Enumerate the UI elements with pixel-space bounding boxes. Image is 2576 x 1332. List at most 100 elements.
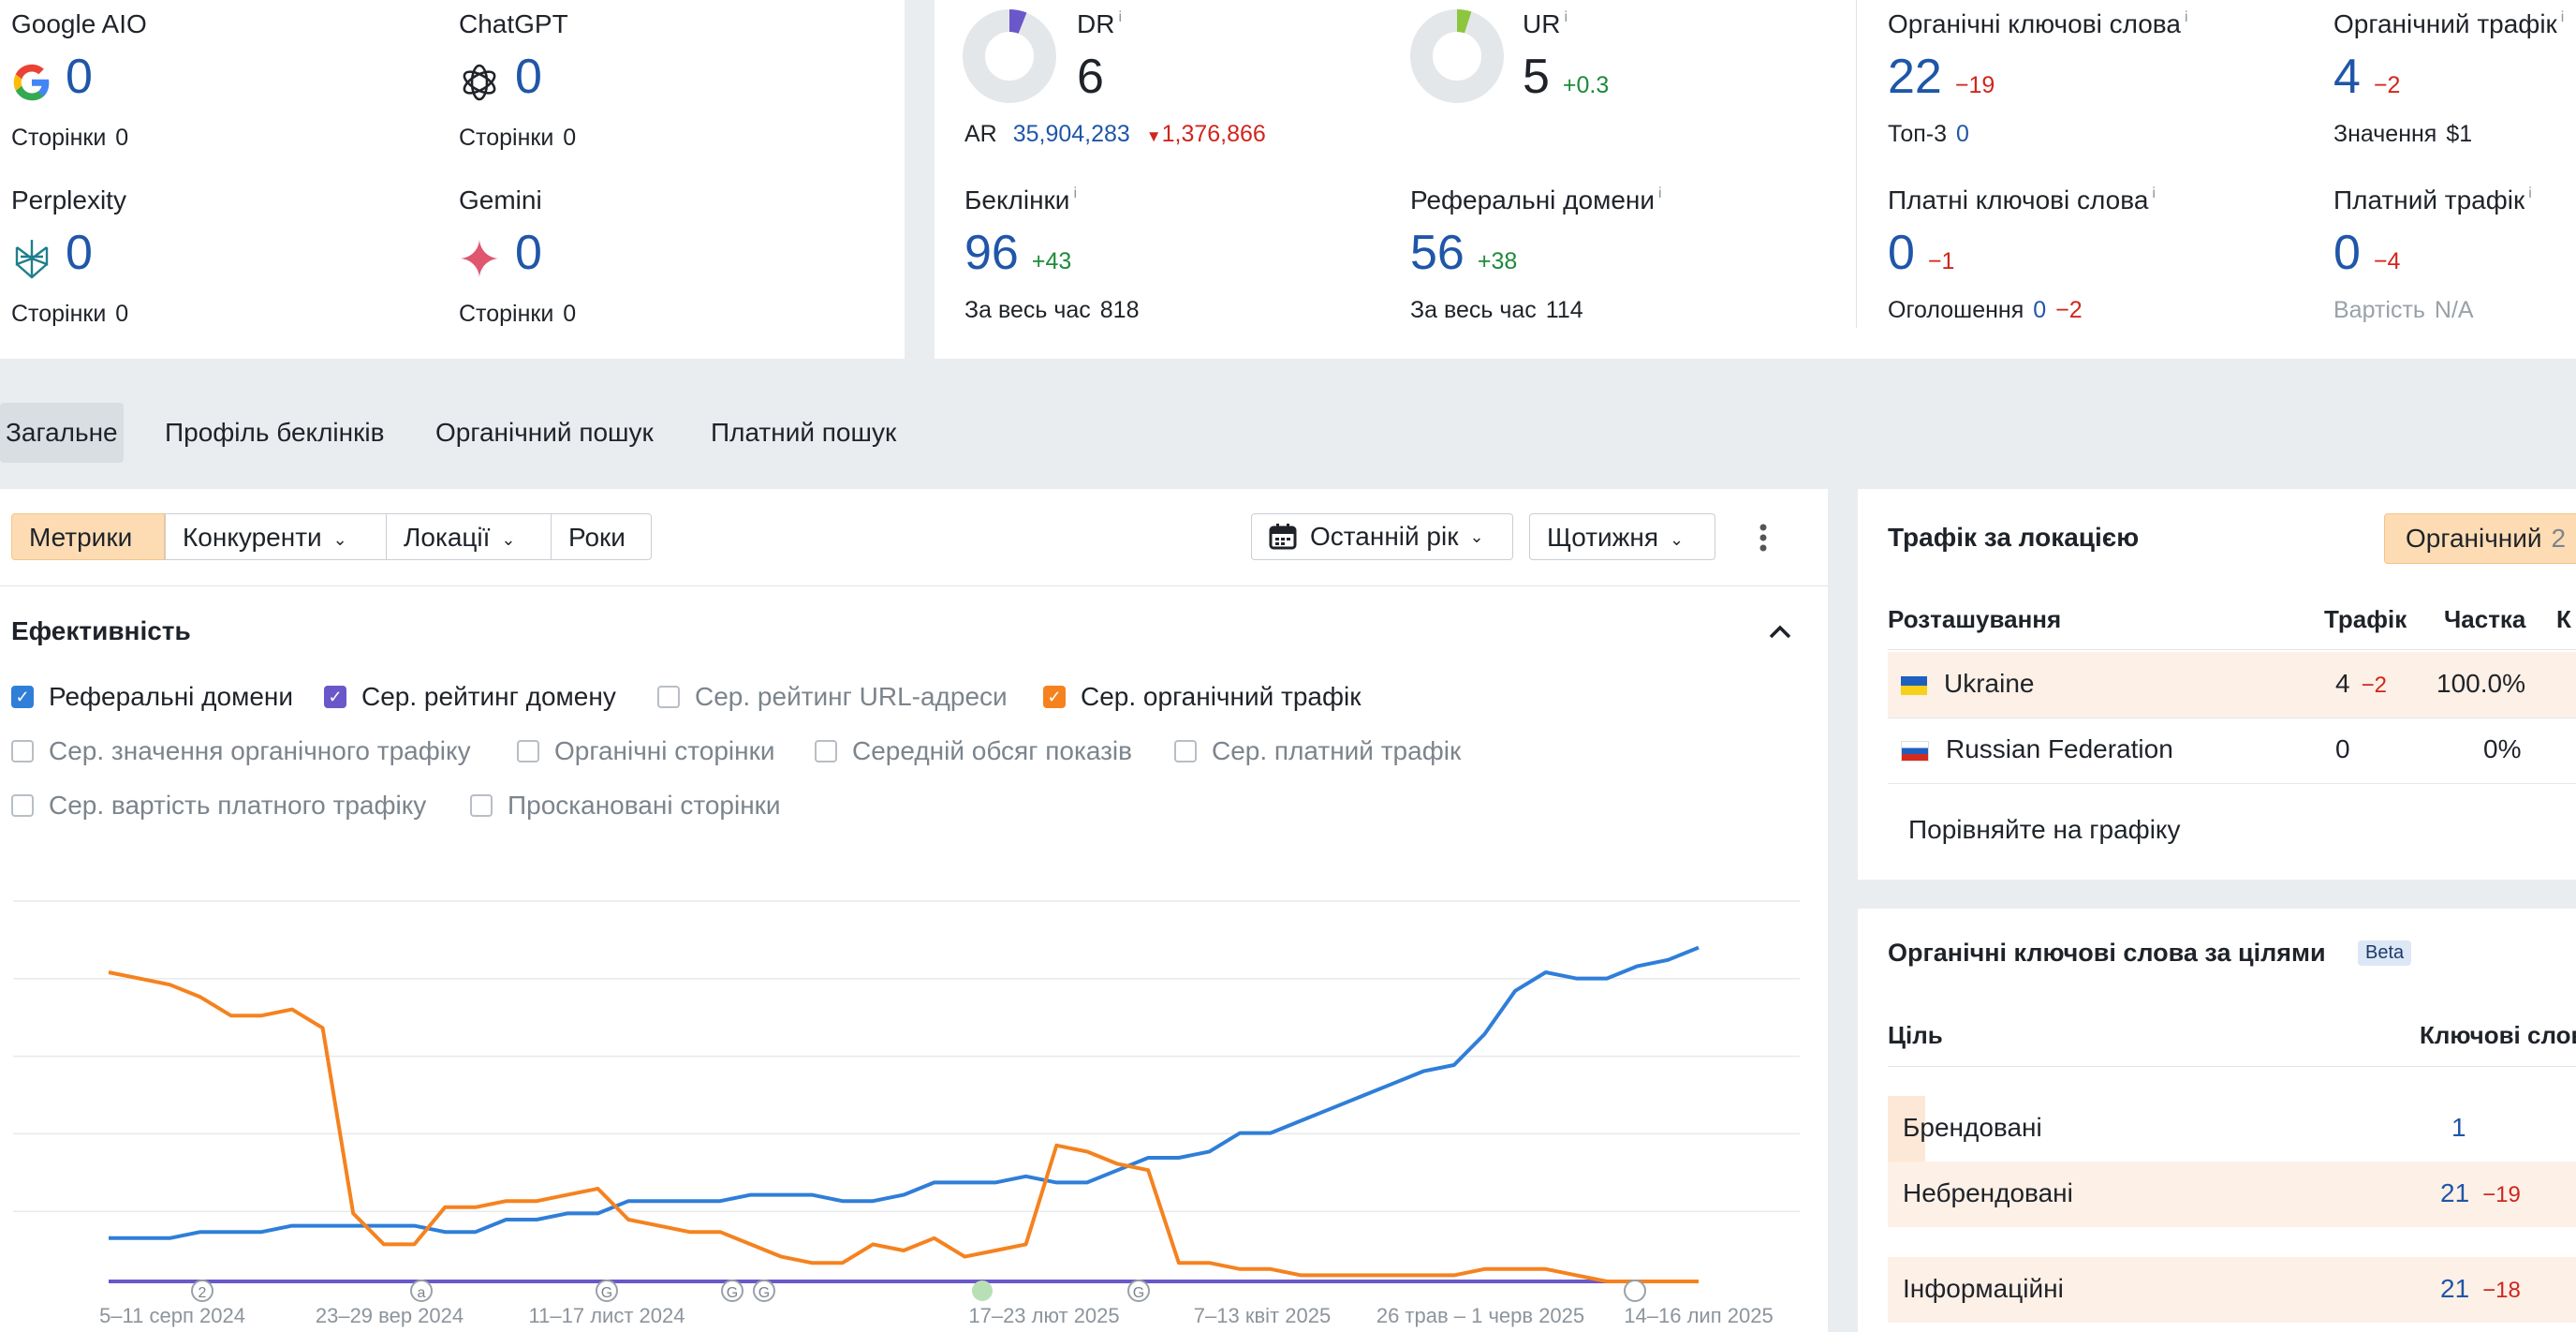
- segment-competitors[interactable]: Конкуренти ⌄: [165, 513, 387, 560]
- checkbox-avg-paid-traffic[interactable]: Сер. платний трафік: [1174, 736, 1461, 766]
- annotation-marker[interactable]: [721, 1280, 743, 1302]
- checkbox-empty-icon: [1174, 740, 1197, 762]
- segment-metrics[interactable]: Метрики: [11, 513, 165, 560]
- perplexity-icon: [11, 238, 52, 284]
- annotation-marker[interactable]: [972, 1280, 993, 1301]
- beta-badge: Beta: [2358, 940, 2412, 966]
- annotation-marker[interactable]: [596, 1280, 618, 1302]
- checkbox-organic-pages[interactable]: Органічні сторінки: [517, 736, 774, 766]
- ur-donut-chart: [1410, 9, 1504, 103]
- organic-keywords-value-row: 22 −19: [1888, 49, 1995, 105]
- tab-overview[interactable]: Загальне: [0, 403, 124, 463]
- dr-donut-chart: [963, 9, 1056, 103]
- dr-donut-arc: [963, 9, 1056, 103]
- paid-keywords-value-row: 0 −1: [1888, 225, 1954, 281]
- checkbox-empty-icon: [815, 740, 837, 762]
- annotation-marker[interactable]: [1624, 1280, 1646, 1302]
- dr-label: DR i: [1077, 9, 1123, 38]
- chatgpt-label: ChatGPT: [459, 9, 568, 38]
- top3-row: Топ-3 0: [1888, 121, 1969, 147]
- checkbox-avg-organic-value[interactable]: Сер. значення органічного трафіку: [11, 736, 471, 766]
- series-line-0[interactable]: [109, 945, 1700, 1240]
- organic-traffic-value[interactable]: 4: [2333, 50, 2361, 104]
- google-aio-pages: Сторінки 0: [11, 125, 129, 151]
- ai-visibility-panel: Google AIO 0 Сторінки 0 ChatGPT 0 Сторінк…: [0, 0, 905, 359]
- checkbox-avg-ur[interactable]: Сер. рейтинг URL-адреси: [657, 682, 1008, 712]
- annotation-label: G: [727, 1285, 738, 1301]
- paid-keywords-delta: −1: [1927, 248, 1955, 274]
- compare-on-chart-link[interactable]: Порівняйте на графіку: [1908, 815, 2181, 844]
- intent-value-cell[interactable]: 21 −19: [2440, 1178, 2521, 1207]
- paid-traffic-label: Платний трафік i: [2333, 185, 2532, 215]
- organic-filter-button[interactable]: Органічний 2: [2384, 513, 2576, 564]
- column-header-intent[interactable]: Ціль: [1888, 1021, 1943, 1049]
- checkbox-crawled-pages[interactable]: Проскановані сторінки: [470, 791, 781, 821]
- share-cell: 0%: [2483, 734, 2522, 763]
- intent-value[interactable]: 1: [2451, 1113, 2466, 1142]
- ref-domains-value[interactable]: 56: [1410, 226, 1465, 280]
- intent-value-cell[interactable]: 21 −18: [2440, 1274, 2521, 1303]
- annotation-marker[interactable]: [1127, 1280, 1150, 1302]
- column-header-share[interactable]: Частка: [2444, 605, 2526, 633]
- annotation-label: 2: [199, 1285, 207, 1301]
- x-tick-label: 23–29 вер 2024: [315, 1304, 464, 1327]
- column-header-k[interactable]: К: [2556, 605, 2571, 633]
- organic-keywords-value[interactable]: 22: [1888, 50, 1942, 104]
- country-cell[interactable]: Russian Federation: [1901, 734, 2173, 764]
- intent-row-non-branded[interactable]: [1888, 1162, 2576, 1227]
- checkbox-avg-impressions[interactable]: Середній обсяг показів: [815, 736, 1132, 766]
- table-row[interactable]: [1888, 652, 2576, 718]
- paid-traffic-value[interactable]: 0: [2333, 226, 2361, 280]
- paid-keywords-value[interactable]: 0: [1888, 226, 1915, 280]
- column-header-keywords[interactable]: Ключові слов: [2420, 1021, 2576, 1049]
- chatgpt-value[interactable]: 0: [515, 50, 542, 104]
- series-line-2[interactable]: [108, 970, 1699, 1283]
- checkbox-ref-domains[interactable]: ✓ Реферальні домени: [11, 682, 293, 712]
- annotation-label: G: [601, 1285, 612, 1301]
- gemini-label: Gemini: [459, 185, 542, 215]
- x-tick-label: 26 трав – 1 черв 2025: [1376, 1304, 1585, 1327]
- organic-keywords-delta: −19: [1954, 72, 1995, 98]
- chevron-up-icon[interactable]: [1766, 618, 1794, 651]
- tab-organic-search[interactable]: Органічний пошук: [435, 418, 654, 447]
- chevron-down-icon: ⌄: [332, 529, 347, 549]
- tab-paid-search[interactable]: Платний пошук: [711, 418, 897, 447]
- segment-years[interactable]: Роки: [551, 513, 652, 560]
- traffic-cell: 0: [2335, 734, 2350, 763]
- period-select[interactable]: Останній рік ⌄: [1251, 513, 1513, 560]
- ar-value[interactable]: 35,904,283: [1012, 121, 1130, 147]
- table-divider: [1888, 649, 2576, 650]
- gemini-value[interactable]: 0: [515, 226, 542, 280]
- ur-value[interactable]: 5: [1523, 50, 1550, 104]
- annotation-marker[interactable]: [753, 1280, 775, 1302]
- perplexity-value[interactable]: 0: [66, 226, 93, 280]
- performance-line-chart[interactable]: 2 a G G G G: [0, 881, 1828, 1302]
- intent-label: Небрендовані: [1903, 1178, 2073, 1207]
- intent-row-informational[interactable]: [1888, 1257, 2576, 1323]
- annotation-marker[interactable]: [191, 1280, 213, 1302]
- ukraine-flag-icon: [1901, 675, 1927, 695]
- country-cell[interactable]: Ukraine: [1901, 669, 2034, 699]
- intent-row-branded[interactable]: [1888, 1096, 2576, 1162]
- table-row[interactable]: [1888, 718, 2576, 784]
- backlinks-value[interactable]: 96: [964, 226, 1019, 280]
- paid-traffic-delta: −4: [2373, 248, 2401, 274]
- dr-value[interactable]: 6: [1077, 50, 1104, 104]
- more-options-icon[interactable]: [1749, 521, 1777, 555]
- perplexity-pages: Сторінки 0: [11, 301, 129, 327]
- paid-traffic-value-row: 0 −4: [2333, 225, 2400, 281]
- checkbox-avg-organic-traffic[interactable]: ✓ Сер. органічний трафік: [1043, 682, 1362, 712]
- google-aio-label: Google AIO: [11, 9, 147, 38]
- checkbox-avg-paid-cost[interactable]: Сер. вартість платного трафіку: [11, 791, 426, 821]
- chevron-down-icon: ⌄: [1670, 529, 1685, 549]
- column-header-location[interactable]: Розташування: [1888, 605, 2062, 633]
- annotation-marker[interactable]: [410, 1280, 433, 1302]
- column-header-traffic[interactable]: Трафік: [2324, 605, 2407, 633]
- google-aio-value[interactable]: 0: [66, 50, 93, 104]
- segment-locations[interactable]: Локації ⌄: [386, 513, 552, 560]
- traffic-value-row: Значення $1: [2333, 121, 2473, 147]
- interval-select[interactable]: Щотижня ⌄: [1529, 513, 1715, 560]
- cost-row: Вартість N/A: [2333, 297, 2474, 323]
- checkbox-avg-dr[interactable]: ✓ Сер. рейтинг домену: [324, 682, 616, 712]
- tab-backlink-profile[interactable]: Профіль беклінків: [165, 418, 385, 447]
